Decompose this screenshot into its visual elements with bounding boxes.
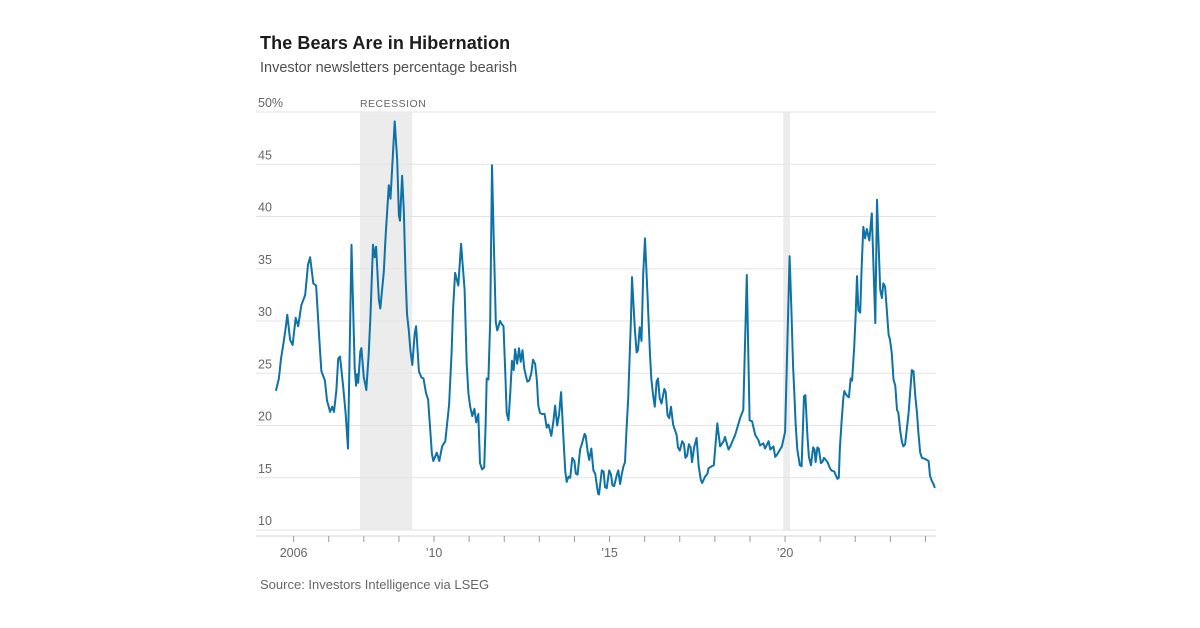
y-tick-label: 40 <box>258 201 272 215</box>
x-tick-label: ’10 <box>426 546 443 560</box>
x-tick-label: ’15 <box>601 546 618 560</box>
source-note: Source: Investors Intelligence via LSEG <box>260 577 490 592</box>
y-tick-label: 50% <box>258 96 283 110</box>
y-gridlines <box>256 111 936 531</box>
chart-title: The Bears Are in Hibernation <box>260 33 511 53</box>
x-tick-label: 2006 <box>280 546 308 560</box>
y-tick-label: 35 <box>258 253 272 267</box>
y-tick-label: 15 <box>258 462 272 476</box>
y-tick-label: 30 <box>258 305 272 319</box>
y-tick-label: 20 <box>258 410 272 424</box>
chart-subtitle: Investor newsletters percentage bearish <box>260 60 518 76</box>
x-axis: 2006 ’10 ’15 ’20 <box>256 535 936 560</box>
y-axis-labels: 10 15 20 25 30 35 40 45 50% <box>258 96 283 528</box>
y-tick-label: 45 <box>258 148 272 162</box>
recession-label: RECESSION <box>360 98 426 110</box>
y-tick-label: 10 <box>258 514 272 528</box>
x-tick-label: ’20 <box>777 546 794 560</box>
bearish-series-line <box>275 120 936 496</box>
y-tick-label: 25 <box>258 357 272 371</box>
